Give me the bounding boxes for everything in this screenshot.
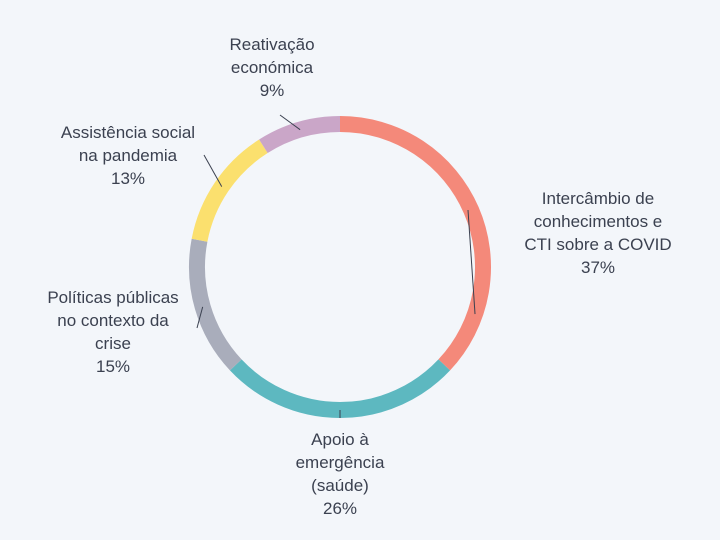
slice-label-line: no contexto da bbox=[57, 311, 169, 330]
slice-value-label: 26% bbox=[323, 499, 357, 518]
slice-label: Intercâmbio de conhecimentos e CTI sobre a… bbox=[524, 189, 671, 277]
leader-line bbox=[279, 114, 301, 131]
slice-label-line: CTI sobre a COVID bbox=[524, 235, 671, 254]
slice-value-label: 13% bbox=[111, 169, 145, 188]
slice-value-label: 15% bbox=[96, 357, 130, 376]
slice-value-label: 9% bbox=[260, 81, 285, 100]
slice-label-line: económica bbox=[231, 58, 314, 77]
slice-labels: Intercâmbio de conhecimentos e CTI sobre a… bbox=[47, 35, 671, 518]
slice-label-line: Assistência social bbox=[61, 123, 195, 142]
leader-line bbox=[467, 209, 476, 315]
slice-label-line: Intercâmbio de bbox=[542, 189, 654, 208]
slice-label-line: conhecimentos e bbox=[534, 212, 663, 231]
slice-label: Apoio à emergência (saúde) 26% bbox=[296, 430, 385, 518]
slice-label: Assistência social na pandemia 13% bbox=[61, 123, 195, 188]
slice-label-line: (saúde) bbox=[311, 476, 369, 495]
slice-label-line: emergência bbox=[296, 453, 385, 472]
slice-label: Políticas públicas no contexto da crise 15% bbox=[47, 288, 178, 376]
slice-value-label: 37% bbox=[581, 258, 615, 277]
donut-slices bbox=[189, 116, 491, 418]
leader-line bbox=[196, 306, 204, 329]
leader-line bbox=[203, 154, 223, 187]
donut-slice bbox=[229, 359, 451, 418]
slice-label-line: Apoio à bbox=[311, 430, 369, 449]
leader-lines bbox=[196, 114, 476, 418]
slice-label-line: Reativação bbox=[229, 35, 314, 54]
donut-slice bbox=[339, 116, 491, 371]
slice-label-line: na pandemia bbox=[79, 146, 178, 165]
slice-label: Reativação económica 9% bbox=[229, 35, 314, 100]
donut-slice bbox=[189, 238, 242, 371]
slice-label-line: crise bbox=[95, 334, 131, 353]
donut-slice bbox=[191, 139, 268, 242]
donut-slice bbox=[259, 116, 341, 154]
slice-label-line: Políticas públicas bbox=[47, 288, 178, 307]
